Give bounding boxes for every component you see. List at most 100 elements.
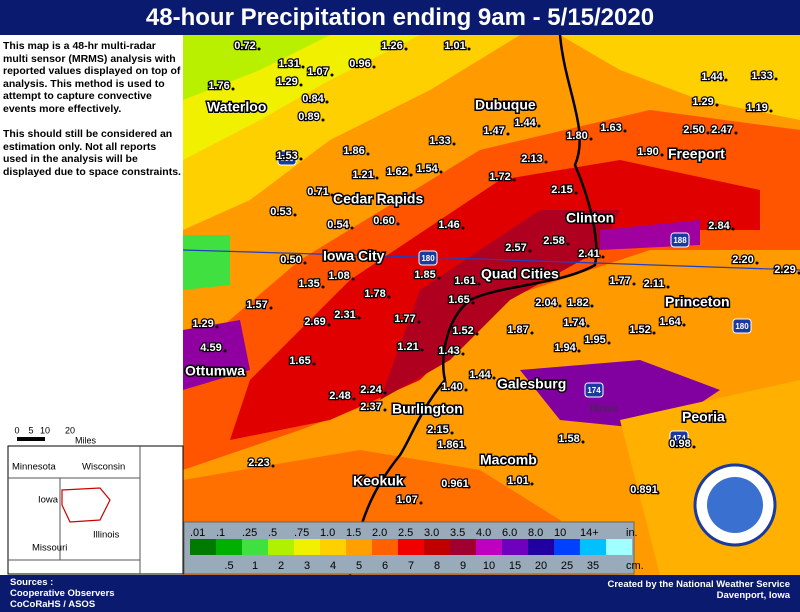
legend-in-label: 3.5: [450, 527, 465, 539]
station-dot: [325, 100, 329, 104]
station-value: 2.04: [535, 297, 557, 309]
footer: Sources : Cooperative Observers CoCoRaHS…: [0, 575, 800, 612]
station-dot: [387, 295, 391, 299]
station-value: 0.54: [327, 219, 349, 231]
station-value: 1.46: [438, 219, 459, 231]
legend-cm-label: 9: [460, 560, 466, 572]
station-value: 2.31: [334, 309, 355, 321]
station-value: 1.63: [600, 122, 621, 134]
station-dot: [372, 65, 376, 69]
station-value: 1.08: [328, 270, 349, 282]
station-value: 2.50: [683, 124, 704, 136]
inset-label: Missouri: [32, 543, 67, 554]
station-value: 0.72: [234, 40, 255, 52]
station-dot: [601, 255, 605, 259]
station-value: 1.80: [566, 130, 587, 142]
station-dot: [566, 242, 570, 246]
station-value: 1.53: [276, 150, 297, 162]
station-dot: [724, 78, 728, 82]
station-dot: [467, 485, 471, 489]
station-dot: [215, 325, 219, 329]
legend-in-label: 8.0: [528, 527, 543, 539]
station-value: 1.57: [246, 299, 267, 311]
station-value: 1.74: [563, 317, 585, 329]
highway-label: 188: [673, 236, 687, 245]
station-dot: [439, 170, 443, 174]
station-dot: [269, 306, 273, 310]
station-dot: [577, 349, 581, 353]
legend-swatch: [294, 539, 320, 555]
station-value: 2.58: [543, 235, 564, 247]
legend-cm-label: 20: [535, 560, 547, 572]
station-dot: [351, 277, 355, 281]
station-dot: [632, 282, 636, 286]
station-value: 1.85: [414, 269, 435, 281]
station-dot: [419, 501, 423, 505]
station-dot: [357, 316, 361, 320]
station-value: 2.41: [578, 248, 599, 260]
station-value: 1.07: [307, 66, 328, 78]
station-value: 1.72: [489, 171, 510, 183]
station-dot: [417, 320, 421, 324]
station-value: 1.87: [507, 324, 528, 336]
station-dot: [257, 47, 261, 51]
station-value: 0.53: [270, 206, 291, 218]
station-dot: [590, 304, 594, 308]
station-value: 1.47: [483, 125, 504, 137]
legend-swatch: [450, 539, 476, 555]
station-dot: [528, 249, 532, 253]
station-value: 1.01: [444, 40, 465, 52]
city-label: Illinois: [590, 404, 618, 415]
city-label: Waterloo: [207, 99, 266, 115]
station-dot: [461, 352, 465, 356]
city-label: Keokuk: [353, 473, 404, 489]
station-dot: [607, 341, 611, 345]
station-value: 2.84: [708, 220, 730, 232]
station-dot: [589, 137, 593, 141]
station-value: 1.35: [298, 278, 319, 290]
station-dot: [715, 103, 719, 107]
station-value: 2.24: [360, 384, 382, 396]
credit: Davenport, Iowa: [716, 590, 790, 601]
station-value: 1.07: [396, 494, 417, 506]
station-value: 1.90: [637, 146, 658, 158]
station-value: 2.23: [248, 457, 269, 469]
station-value: 1.86: [343, 145, 364, 157]
station-dot: [409, 173, 413, 177]
legend-cm-label: 35: [587, 560, 599, 572]
city-label: Burlington: [392, 401, 463, 417]
station-value: 2.15: [551, 184, 572, 196]
city-label: Ottumwa: [185, 363, 245, 379]
station-dot: [350, 226, 354, 230]
station-dot: [558, 304, 562, 308]
station-value: 2.48: [329, 390, 350, 402]
legend-swatch: [320, 539, 346, 555]
station-value: 1.44: [701, 71, 723, 83]
station-dot: [271, 464, 275, 468]
station-dot: [366, 152, 370, 156]
station-value: 1.54: [416, 163, 438, 175]
station-value: 2.15: [427, 424, 448, 436]
legend-cm-label: 3: [304, 560, 310, 572]
legend-cm-label: 7: [408, 560, 414, 572]
station-value: 2.20: [732, 254, 753, 266]
sources: Cooperative Observers: [10, 588, 115, 599]
legend-cm-label: 25: [561, 560, 573, 572]
legend-cm-label: 1: [252, 560, 258, 572]
station-dot: [623, 129, 627, 133]
station-value: 1.58: [558, 433, 579, 445]
station-value: 1.21: [352, 169, 373, 181]
nws-logo-inner: [707, 477, 763, 533]
legend-cm-label: .5: [224, 560, 233, 572]
legend-cm-label: 2: [278, 560, 284, 572]
station-dot: [656, 491, 660, 495]
station-value: 0.50: [280, 254, 301, 266]
legend-swatch: [554, 539, 580, 555]
legend-swatch: [606, 539, 632, 555]
legend-swatch: [216, 539, 242, 555]
station-dot: [383, 408, 387, 412]
station-value: 1.33: [429, 135, 450, 147]
station-value: 1.861: [437, 439, 465, 451]
station-value: 1.33: [751, 70, 772, 82]
station-dot: [383, 391, 387, 395]
